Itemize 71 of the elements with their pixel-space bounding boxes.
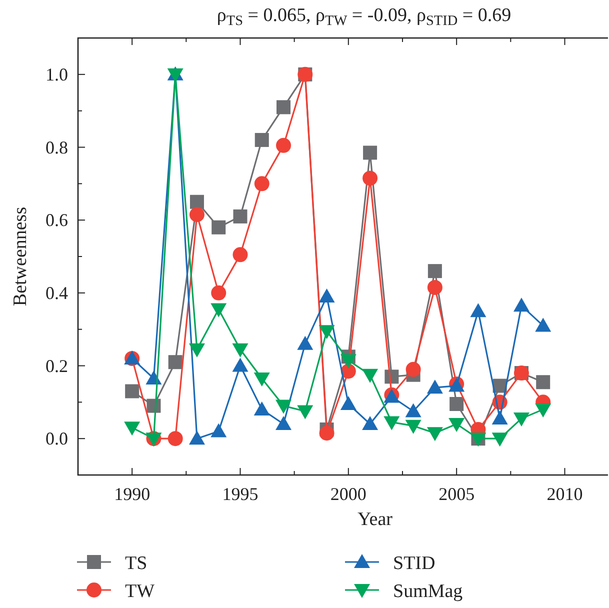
point [492,410,508,425]
x-axis-title: Year [357,509,394,530]
point [362,170,378,186]
y-tick-label: 0.4 [46,282,68,303]
point [362,416,378,430]
y-tick-label: 1.0 [46,64,68,84]
point [426,427,443,442]
y-tick-label: 0.2 [46,356,68,376]
point [535,318,552,332]
point [188,430,205,445]
point [276,416,292,430]
point [492,432,508,447]
legend-label: SumMag [393,581,464,602]
point [427,280,442,295]
x-tick-label: 1990 [114,484,150,504]
point [211,285,226,300]
point [188,343,205,358]
y-tick-label: 0.0 [46,428,68,449]
point [276,400,292,414]
point [363,146,378,160]
point [190,194,204,209]
point [168,431,183,446]
point [210,303,227,318]
y-tick-label: 0.6 [46,210,68,230]
point [168,355,182,370]
point [450,396,464,411]
point [189,207,204,222]
point [340,354,356,368]
point [318,288,335,303]
legend-label: TW [125,581,155,602]
point [535,403,552,418]
point [470,303,486,318]
point [536,375,550,390]
point [384,416,400,430]
point [254,176,270,192]
point [362,368,378,383]
point [513,298,530,312]
point [232,343,248,358]
point [405,403,422,418]
point [513,412,530,427]
point [340,396,356,410]
point [254,132,269,147]
y-tick-label: 0.8 [46,137,68,158]
x-tick-label: 2010 [546,484,583,504]
point [210,423,227,438]
point [254,401,270,416]
point [318,325,335,340]
point [426,380,443,394]
x-tick-label: 2000 [330,484,366,504]
x-tick-label: 1995 [222,484,258,504]
legend-label: STID [393,553,436,574]
x-tick-label: 2005 [438,484,475,504]
point [125,384,140,398]
point [233,209,248,224]
point [448,418,465,432]
point [319,426,334,441]
chart-title: ρ$_{TS}$ = 0.065, ρ$_{TW}$ = -0.09, ρ$_{STID}$ = 0.69 [216,5,512,28]
point [428,264,442,278]
point [124,422,140,436]
point [405,420,422,434]
point [232,358,248,372]
point [276,100,291,114]
point [232,247,248,262]
point [297,405,314,420]
y-axis-title: Betweenness [10,206,31,306]
legend-label: TS [125,553,148,574]
point [254,372,270,386]
point [297,336,314,350]
point [276,138,292,153]
point [406,362,421,377]
point [212,220,226,234]
